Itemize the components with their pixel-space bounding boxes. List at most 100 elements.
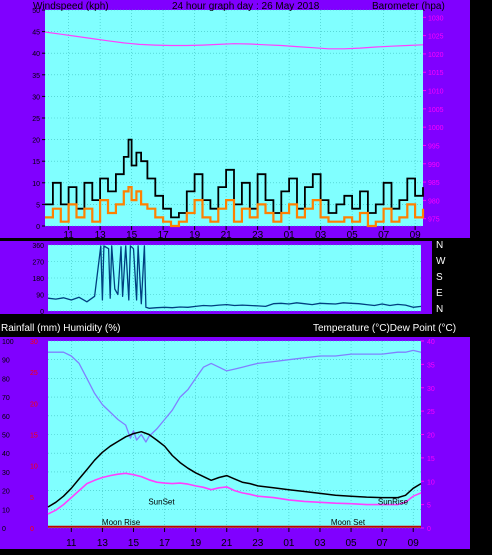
rainfall-tick-label: 5	[30, 495, 34, 502]
wind-direction-line	[47, 245, 422, 309]
barometer-tick-label: 1010	[428, 89, 444, 96]
windspeed-tick-label: 25	[32, 116, 40, 123]
compass-label: N	[436, 240, 443, 251]
barometer-tick-label: 1015	[428, 70, 444, 77]
humidity-tick-label: 10	[2, 507, 10, 514]
astro-event-label: Moon Rise	[102, 518, 141, 527]
wind-xtick-label: 11	[63, 230, 74, 241]
astro-event-label: Moon Set	[331, 518, 366, 527]
wind-xtick-label: 01	[284, 230, 296, 241]
barometer-tick-label: 1025	[428, 34, 444, 41]
astro-event-label: SunRise	[378, 498, 409, 507]
direction-tick-label: 360	[32, 243, 44, 250]
humidity-tick-label: 50	[2, 433, 10, 440]
humidity-tick-label: 60	[2, 414, 10, 421]
humidity-tick-label: 0	[2, 526, 6, 533]
climate-xtick-label: 19	[190, 538, 202, 549]
temperature-tick-label: 35	[427, 362, 435, 369]
climate-xtick-label: 05	[346, 538, 358, 549]
direction-tick-label: 90	[36, 293, 44, 300]
climate-xtick-label: 15	[128, 538, 140, 549]
rainfall-tick-label: 30	[30, 339, 38, 346]
windspeed-tick-label: 15	[32, 159, 40, 166]
direction-tick-label: 270	[32, 260, 44, 267]
barometer-tick-label: 1030	[428, 15, 444, 22]
barometer-tick-label: 980	[428, 198, 440, 205]
climate-xtick-label: 23	[252, 538, 264, 549]
compass-label: S	[436, 272, 443, 283]
rainfall-tick-label: 25	[30, 370, 38, 377]
wind-xtick-label: 07	[378, 230, 390, 241]
climate-xtick-label: 01	[283, 538, 295, 549]
windspeed-tick-label: 35	[32, 73, 40, 80]
wind-xtick-label: 17	[158, 230, 170, 241]
direction-tick-label: 180	[32, 276, 44, 283]
barometer-tick-label: 1020	[428, 52, 444, 59]
rainfall-tick-label: 20	[30, 401, 38, 408]
rainfall-tick-label: 0	[30, 526, 34, 533]
wind-xtick-label: 03	[315, 230, 327, 241]
temperature-tick-label: 0	[427, 526, 431, 533]
barometer-axis-title: Barometer (hpa)	[372, 1, 445, 12]
climate-xtick-label: 11	[66, 538, 77, 549]
humidity-tick-label: 40	[2, 451, 10, 458]
wind-xtick-label: 19	[189, 230, 201, 241]
rainfall-tick-label: 10	[30, 464, 38, 471]
temperature-axis-title: Temperature (°C)Dew Point (°C)	[313, 323, 456, 334]
wind-gust-line	[45, 138, 424, 219]
humidity-tick-label: 30	[2, 470, 10, 477]
wind-xtick-label: 23	[252, 230, 264, 241]
barometer-line	[44, 31, 424, 50]
windspeed-tick-label: 20	[32, 138, 40, 145]
humidity-tick-label: 20	[2, 489, 10, 496]
windspeed-tick-label: 10	[32, 181, 40, 188]
temperature-tick-label: 15	[427, 456, 435, 463]
temperature-tick-label: 30	[427, 386, 435, 393]
barometer-tick-label: 990	[428, 162, 440, 169]
compass-label: W	[436, 256, 446, 267]
temperature-tick-label: 40	[427, 339, 435, 346]
barometer-tick-label: 1005	[428, 107, 444, 114]
windspeed-tick-label: 5	[36, 202, 40, 209]
climate-xtick-label: 09	[408, 538, 420, 549]
humidity-line	[48, 349, 422, 443]
wind-xtick-label: 21	[221, 230, 233, 241]
rain-humidity-axis-title: Rainfall (mm) Humidity (%)	[1, 323, 120, 334]
barometer-tick-label: 985	[428, 180, 440, 187]
wind-xtick-label: 15	[126, 230, 138, 241]
astro-event-label: SunSet	[148, 498, 175, 507]
compass-label: E	[436, 288, 443, 299]
windspeed-tick-label: 50	[32, 8, 40, 15]
temperature-tick-label: 10	[427, 479, 435, 486]
barometer-tick-label: 1000	[428, 125, 444, 132]
humidity-tick-label: 100	[2, 339, 14, 346]
climate-xtick-label: 13	[97, 538, 109, 549]
windspeed-tick-label: 0	[36, 224, 40, 231]
wind-average-line	[45, 186, 425, 228]
windspeed-tick-label: 45	[32, 30, 40, 37]
barometer-tick-label: 995	[428, 143, 440, 150]
temperature-tick-label: 5	[427, 503, 431, 510]
climate-xtick-label: 03	[314, 538, 326, 549]
temperature-tick-label: 25	[427, 409, 435, 416]
rainfall-tick-label: 15	[30, 433, 38, 440]
windspeed-tick-label: 30	[32, 94, 40, 101]
wind-xtick-label: 09	[410, 230, 422, 241]
wind-xtick-label: 13	[95, 230, 107, 241]
graph-title: 24 hour graph day : 26 May 2018	[172, 1, 320, 12]
climate-xtick-label: 07	[377, 538, 389, 549]
humidity-tick-label: 80	[2, 376, 10, 383]
windspeed-tick-label: 40	[32, 51, 40, 58]
humidity-tick-label: 70	[2, 395, 10, 402]
barometer-tick-label: 975	[428, 217, 440, 224]
windspeed-axis-title: Windspeed (kph)	[33, 1, 109, 12]
temperature-line	[47, 430, 422, 508]
humidity-tick-label: 90	[2, 358, 10, 365]
wind-xtick-label: 05	[347, 230, 359, 241]
dew-point-line	[47, 472, 422, 515]
climate-xtick-label: 21	[221, 538, 233, 549]
temperature-tick-label: 20	[427, 433, 435, 440]
compass-label: N	[436, 304, 443, 315]
direction-tick-label: 0	[40, 309, 44, 316]
